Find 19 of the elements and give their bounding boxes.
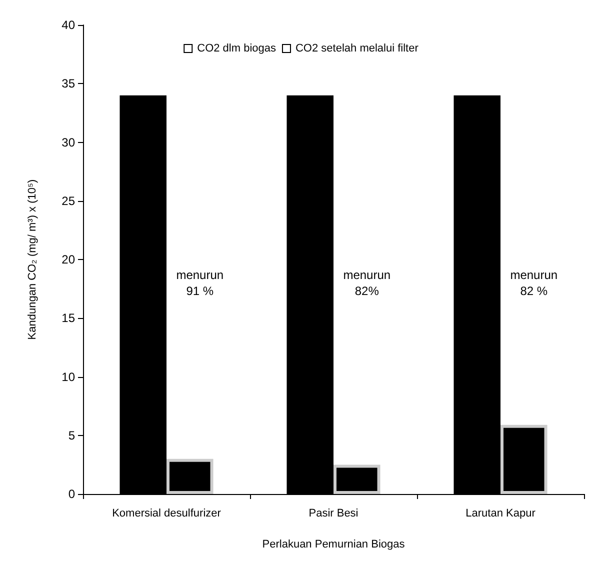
y-tick-label: 10 bbox=[62, 370, 76, 384]
legend-label: CO2 setelah melalui filter bbox=[295, 42, 419, 54]
x-axis-title: Perlakuan Pemurnian Biogas bbox=[262, 538, 406, 550]
y-tick-label: 35 bbox=[62, 76, 76, 91]
legend-label: CO2 dlm biogas bbox=[197, 42, 276, 54]
y-tick-label: 0 bbox=[68, 487, 76, 501]
x-tick-label: Pasir Besi bbox=[308, 508, 358, 520]
y-tick-label: 40 bbox=[62, 18, 76, 32]
y-tick-label: 25 bbox=[62, 194, 76, 208]
y-axis-title: Kandungan CO₂ (mg/ m³) x (10⁵) bbox=[26, 179, 38, 340]
y-tick-label: 15 bbox=[62, 311, 76, 326]
annotation: menurun 82 % bbox=[510, 268, 558, 298]
y-tick-label: 30 bbox=[62, 135, 76, 150]
x-tick-label: Komersial desulfurizer bbox=[112, 508, 222, 520]
x-tick-label: Larutan Kapur bbox=[466, 508, 536, 520]
y-tick-label: 20 bbox=[62, 252, 76, 266]
annotation: menurun 82% bbox=[343, 268, 391, 298]
annotation: menurun 91 % bbox=[176, 268, 224, 298]
y-tick-label: 5 bbox=[68, 428, 76, 442]
